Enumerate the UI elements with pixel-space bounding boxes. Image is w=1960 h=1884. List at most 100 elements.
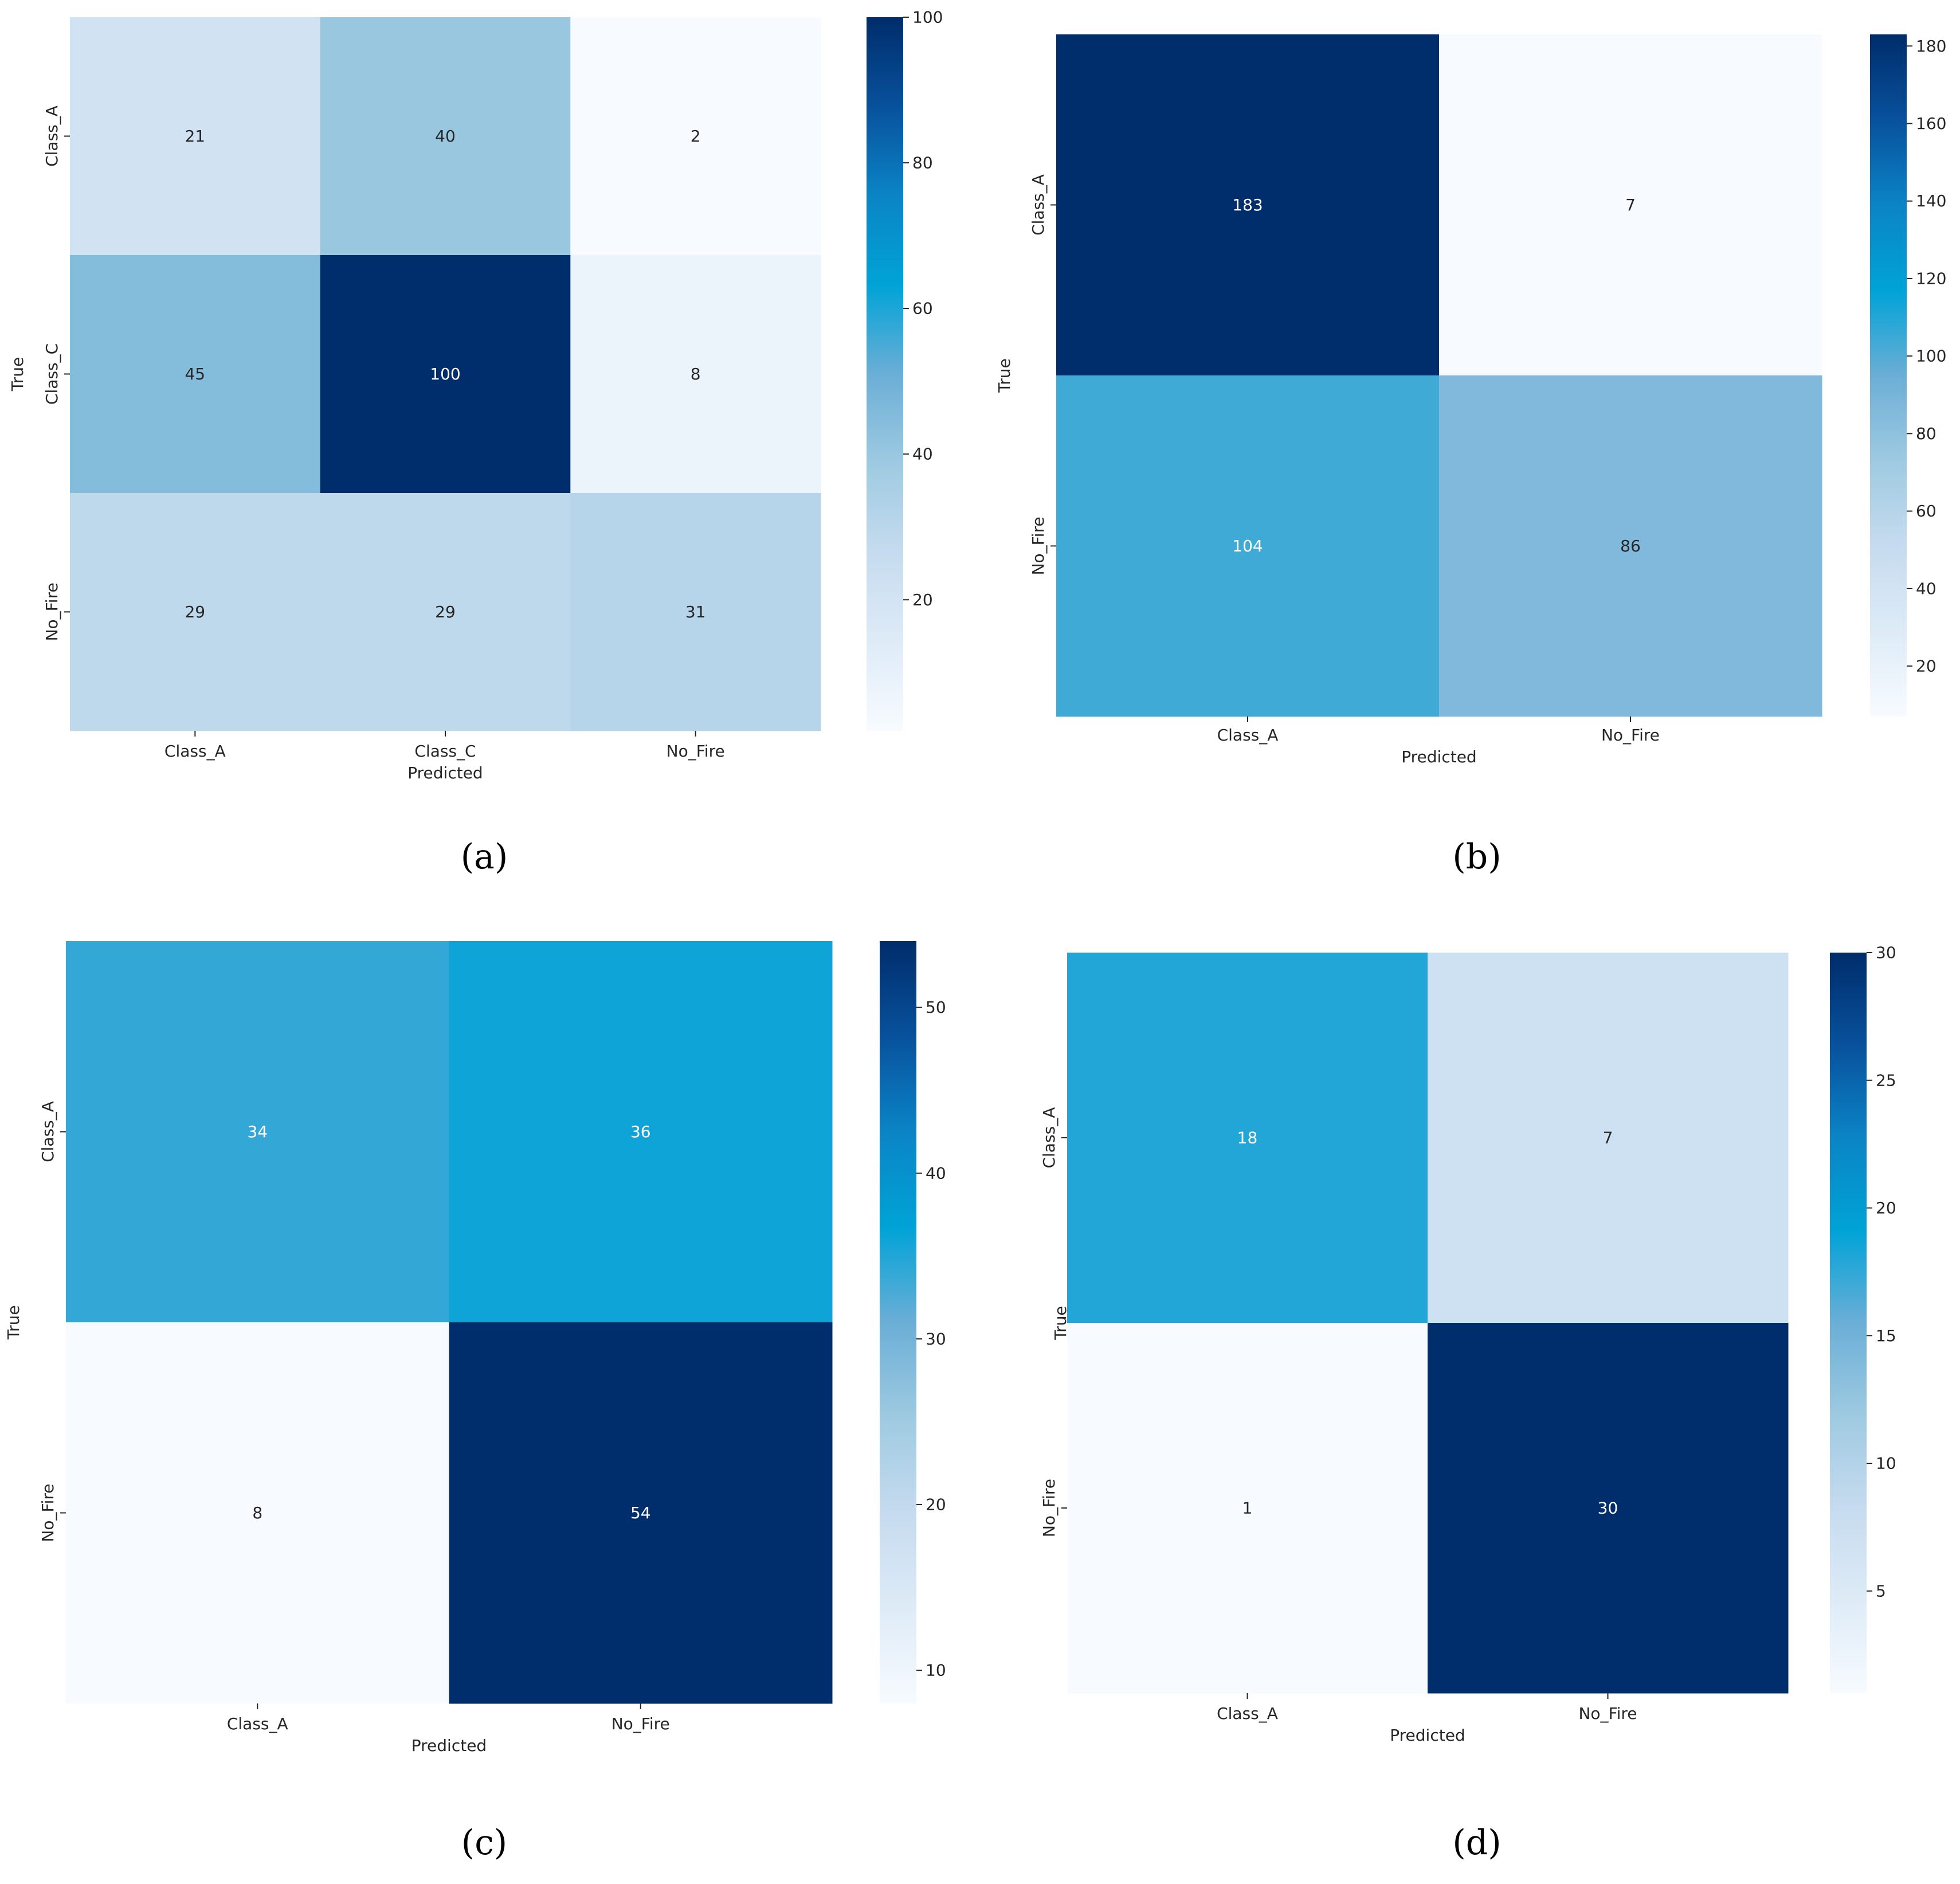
panel-caption: (b) — [1452, 837, 1501, 877]
cell-value-label: 54 — [630, 1503, 651, 1522]
colorbar-tick-label: 20 — [1916, 657, 1937, 676]
panel-c: 34 36 8 54 Class_A No_Fire Class_A No_Fire Predi… — [4, 941, 946, 1863]
heatmap-cell — [66, 941, 449, 1323]
colorbar — [1870, 34, 1907, 716]
y-tick-label: No_Fire — [1040, 1479, 1059, 1537]
heatmap-cell — [70, 255, 321, 493]
cell-value-label: 7 — [1603, 1129, 1613, 1147]
colorbar-tick-label: 10 — [1876, 1454, 1896, 1473]
x-tick-label: No_Fire — [1601, 726, 1660, 745]
colorbar-tick-label: 15 — [1876, 1326, 1896, 1345]
x-tick-label: Class_A — [1217, 726, 1279, 745]
heatmap-cell — [70, 17, 321, 256]
x-tick-label: No_Fire — [1578, 1704, 1637, 1723]
cell-value-label: 21 — [185, 127, 205, 146]
y-axis-label: True — [995, 358, 1014, 393]
y-axis-label: True — [1051, 1306, 1070, 1340]
cell-value-label: 34 — [247, 1122, 268, 1141]
cell-value-label: 183 — [1232, 195, 1263, 214]
colorbar-tick-label: 120 — [1916, 269, 1946, 288]
x-axis-label: Predicted — [1390, 1726, 1465, 1745]
x-tick-label: Class_C — [414, 742, 476, 761]
heatmap-cell — [320, 493, 571, 731]
colorbar-tick-label: 10 — [926, 1661, 946, 1680]
y-tick-label: No_Fire — [38, 1483, 57, 1542]
panel-a: 21 40 2 45 100 8 29 29 31 Class_A Class_C No_Fire Cl… — [8, 8, 943, 878]
colorbar-tick-label: 5 — [1876, 1581, 1886, 1600]
x-tick-label: No_Fire — [667, 742, 725, 761]
heatmap-cell — [1056, 375, 1440, 717]
cell-value-label: 7 — [1625, 195, 1636, 214]
cell-value-label: 1 — [1242, 1499, 1253, 1518]
x-tick-label: Class_A — [227, 1714, 288, 1733]
colorbar-tick-label: 30 — [1876, 943, 1896, 962]
colorbar-tick-label: 140 — [1916, 191, 1946, 210]
colorbar-tick-label: 20 — [926, 1495, 946, 1514]
panel-d: 18 7 1 30 Class_A No_Fire Class_A No_Fire Predic… — [1040, 943, 1896, 1863]
y-tick-label: No_Fire — [1029, 516, 1048, 575]
cell-value-label: 45 — [185, 365, 205, 383]
y-tick-label: Class_C — [42, 343, 61, 405]
colorbar-tick-label: 20 — [1876, 1198, 1896, 1217]
cell-value-label: 31 — [685, 602, 706, 621]
cell-value-label: 18 — [1237, 1129, 1258, 1147]
y-tick-label: No_Fire — [42, 582, 61, 641]
colorbar-tick-label: 40 — [1916, 579, 1937, 598]
heatmap-cell — [320, 17, 571, 256]
heatmap-cell — [570, 493, 821, 731]
heatmap-cell — [449, 1322, 833, 1704]
heatmap-cell — [570, 255, 821, 493]
heatmap-cell — [1439, 34, 1822, 376]
y-axis-label: True — [8, 357, 27, 391]
cell-value-label: 104 — [1232, 536, 1263, 555]
heatmap-cell — [1056, 34, 1440, 376]
x-axis-label: Predicted — [411, 1736, 487, 1755]
heatmap-cell — [70, 493, 321, 731]
x-axis-label: Predicted — [1401, 747, 1476, 766]
colorbar-tick-label: 40 — [926, 1164, 946, 1182]
x-tick-label: No_Fire — [611, 1714, 670, 1733]
y-tick-label: Class_A — [1040, 1107, 1059, 1169]
x-tick-label: Class_A — [164, 742, 226, 761]
panel-caption: (a) — [461, 837, 508, 877]
colorbar-tick-label: 100 — [912, 8, 943, 27]
x-tick-label: Class_A — [1217, 1704, 1278, 1723]
colorbar-tick-label: 80 — [912, 154, 933, 173]
cell-value-label: 86 — [1620, 536, 1641, 555]
x-axis-label: Predicted — [407, 763, 483, 782]
heatmap-cell — [66, 1322, 449, 1704]
y-tick-label: Class_A — [38, 1101, 57, 1162]
cell-value-label: 30 — [1598, 1499, 1618, 1518]
colorbar-tick-label: 160 — [1916, 114, 1946, 133]
cell-value-label: 8 — [691, 365, 701, 383]
cell-value-label: 29 — [435, 602, 456, 621]
y-tick-label: Class_A — [42, 105, 61, 167]
heatmap-cell — [1067, 953, 1428, 1323]
heatmap-cell — [1439, 375, 1822, 717]
panel-caption: (c) — [461, 1823, 507, 1863]
colorbar-tick-label: 60 — [1916, 502, 1937, 520]
colorbar — [867, 17, 903, 731]
cell-value-label: 29 — [185, 602, 205, 621]
y-axis-label: True — [4, 1305, 23, 1339]
colorbar-tick-label: 25 — [1876, 1071, 1896, 1090]
colorbar-tick-label: 100 — [1916, 347, 1946, 366]
colorbar-tick-label: 20 — [912, 590, 933, 609]
colorbar — [880, 941, 916, 1703]
colorbar-tick-label: 30 — [926, 1329, 946, 1348]
colorbar-tick-label: 180 — [1916, 37, 1946, 56]
colorbar-tick-label: 50 — [926, 998, 946, 1017]
cell-value-label: 8 — [252, 1503, 262, 1522]
cell-value-label: 36 — [630, 1122, 651, 1141]
cell-value-label: 2 — [691, 127, 701, 146]
heatmap-cell — [1428, 953, 1789, 1323]
heatmap-cell — [1428, 1323, 1789, 1694]
colorbar-tick-label: 60 — [912, 299, 933, 318]
colorbar-tick-label: 40 — [912, 445, 933, 464]
y-tick-label: Class_A — [1029, 174, 1048, 236]
colorbar — [1830, 953, 1867, 1693]
cell-value-label: 100 — [430, 365, 460, 383]
heatmap-cell — [320, 255, 571, 493]
heatmap-cell — [570, 17, 821, 256]
